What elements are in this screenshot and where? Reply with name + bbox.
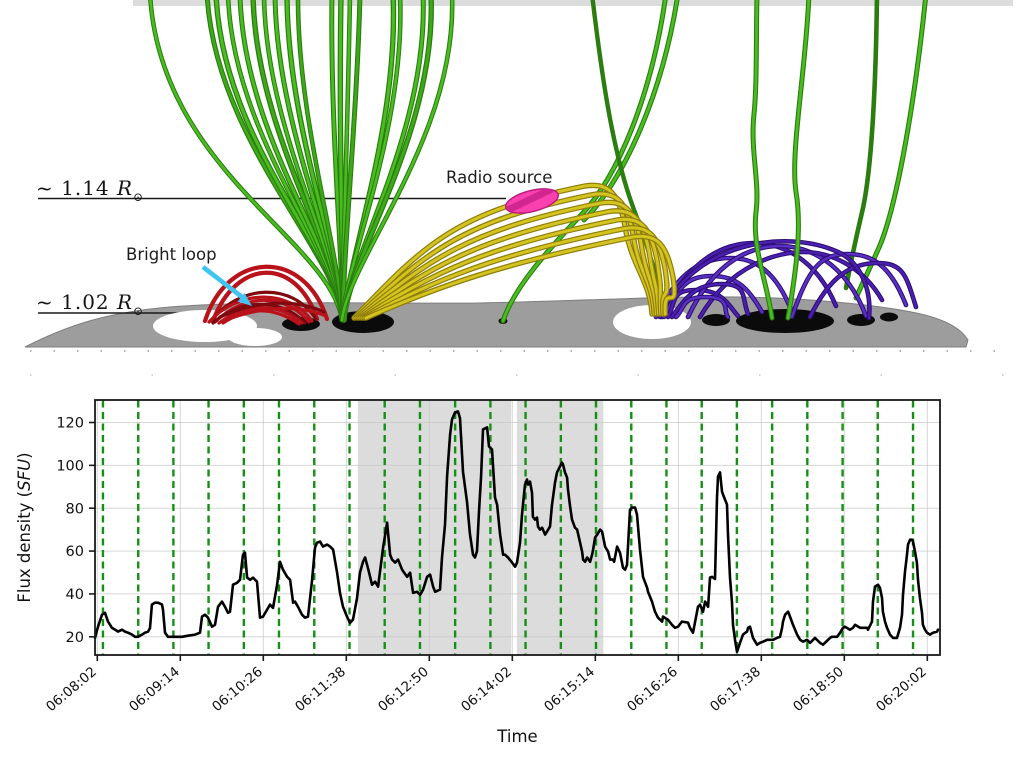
radio-loop-yellow: [362, 226, 669, 320]
bright-loop-label: Bright loop: [126, 245, 217, 264]
bright-loop-field-line: [218, 301, 326, 319]
height-label-1p02-symbol: R: [117, 290, 134, 314]
x-tick-label: 06:10:26: [209, 664, 266, 715]
closed-loop-purple: [808, 261, 918, 319]
closed-loop-purple: [790, 252, 908, 319]
y-tick-label: 40: [66, 587, 84, 603]
x-axis-title: Time: [496, 727, 537, 746]
radio-loop-yellow: [356, 200, 658, 320]
y-tick-label: 80: [66, 501, 84, 517]
height-label-1p02-text: ~ 1.02: [36, 290, 118, 314]
bright-loop-field-line: [207, 295, 314, 324]
flux-time-series-chart: 20 40 60 80 100 120 06:08:02 06:09:14 06:10:26 06…: [15, 399, 941, 746]
x-tick-label: 06:15:14: [541, 664, 598, 715]
sunspot: [702, 314, 730, 326]
flux-density-curve: [93, 410, 940, 654]
radio-source-stripe: [506, 185, 554, 214]
x-tick-label: 06:16:26: [624, 664, 681, 715]
bright-loop-field-line: [217, 306, 304, 325]
open-field-line: [340, 0, 454, 322]
open-field-line: [751, 0, 774, 320]
height-label-1p14: ~ 1.14 R⊙: [36, 176, 143, 204]
y-axis-title: Flux density (SFU): [15, 452, 34, 602]
radio-source-label: Radio source: [446, 168, 553, 187]
x-tick-label: 06:20:02: [873, 664, 930, 715]
radio-loop-yellow: [360, 217, 663, 320]
y-tick-label: 60: [66, 544, 84, 560]
y-tick-label: 100: [56, 458, 84, 474]
open-field-line: [149, 0, 344, 322]
shaded-band: [357, 400, 512, 655]
x-tick-label: 06:08:02: [43, 664, 100, 715]
height-label-1p14-symbol: R: [117, 176, 134, 200]
x-tick-label: 06:14:02: [458, 664, 515, 715]
open-field-line: [296, 0, 344, 322]
open-field-line: [854, 0, 927, 300]
axes-frame: [94, 399, 941, 656]
closed-loop-purple: [670, 282, 750, 319]
plage-region: [228, 328, 282, 346]
radio-loop-yellow: [364, 234, 676, 320]
height-label-1p14-text: ~ 1.14: [36, 176, 118, 200]
x-tick-label: 06:11:38: [292, 664, 349, 715]
field-line-rendering: [24, 0, 1015, 376]
y-tick-label: 120: [56, 416, 84, 432]
render-edge-strip: [133, 0, 1013, 6]
bright-loop-arrowhead-icon: [237, 293, 252, 306]
bright-loop-field-line: [202, 264, 330, 324]
field-line-panel: ~ 1.14 R⊙ ~ 1.02 R⊙ Bright loop Radio so…: [24, 0, 1015, 376]
radio-loop-yellow: [354, 192, 656, 320]
sunspot: [332, 311, 394, 333]
x-tick-label: 06:17:38: [707, 664, 764, 715]
open-field-line: [341, 0, 362, 322]
y-tick-label: 20: [66, 630, 84, 646]
sunspot: [880, 312, 898, 322]
sunspot: [736, 309, 834, 333]
flux-chart-panel: 20 40 60 80 100 120 06:08:02 06:09:14 06:10:26 06…: [0, 385, 1019, 759]
open-field-line: [590, 0, 666, 309]
x-tick-label: 06:12:50: [375, 664, 432, 715]
bright-loop-field-line: [224, 306, 328, 322]
height-label-1p02: ~ 1.02 R⊙: [36, 290, 143, 318]
radio-loop-yellow: [352, 183, 654, 320]
radio-loop-yellow: [358, 209, 661, 320]
sun-subscript-icon: ⊙: [133, 190, 144, 204]
closed-loop-purple: [658, 240, 871, 320]
bright-loop-field-line: [210, 270, 320, 324]
open-field-line: [786, 0, 811, 320]
sun-subscript-icon: ⊙: [133, 304, 144, 318]
closed-loop-purple: [674, 295, 730, 319]
bright-loop-arrow: [201, 265, 244, 299]
open-field-line: [853, 0, 928, 301]
x-tick-label: 06:18:50: [790, 664, 847, 715]
open-field-line: [843, 0, 880, 291]
x-tick-label: 06:09:14: [126, 664, 183, 715]
